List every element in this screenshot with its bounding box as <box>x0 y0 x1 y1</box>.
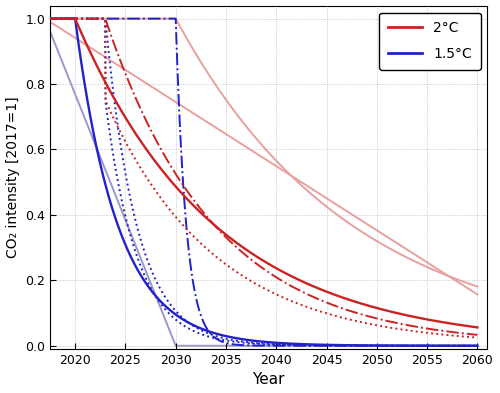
X-axis label: Year: Year <box>252 373 285 387</box>
Y-axis label: CO₂ intensity [2017=1]: CO₂ intensity [2017=1] <box>6 96 20 258</box>
Legend: 2°C, 1.5°C: 2°C, 1.5°C <box>380 13 480 70</box>
